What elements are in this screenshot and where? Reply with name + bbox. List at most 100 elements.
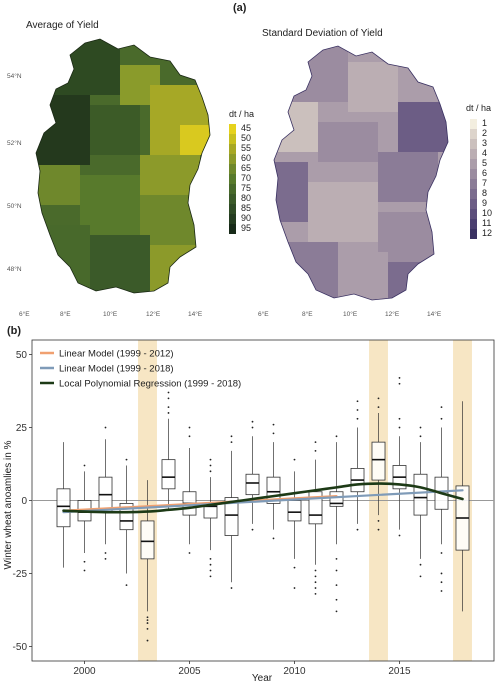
outlier-point [209,557,212,560]
chart-legend: Linear Model (1999 - 2012) Linear Model (… [40,349,241,390]
outlier-point [167,406,170,409]
legend-swatch [470,169,477,179]
sd-lon-tick-10: 10°E [343,311,358,318]
legend-label: 95 [241,223,252,233]
legend-swatch [470,139,477,149]
lon-tick-8: 8°E [60,311,71,318]
legend-label: 55 [241,143,252,153]
map-yield-average-regions [36,39,210,293]
outlier-point [398,426,401,429]
box-2008 [245,473,260,496]
outlier-point [419,563,422,566]
map-yield-sd-regions [274,46,448,300]
outlier-point [440,417,443,420]
map-yield-sd-title: Standard Deviation of Yield [262,28,383,39]
map-yield-average-title: Average of Yield [26,20,99,31]
legend-swatch [229,124,236,134]
outlier-point [104,557,107,560]
legend-label-0: Linear Model (1999 - 2012) [59,349,174,360]
outlier-point [293,566,296,569]
outlier-point [419,575,422,578]
outlier-point [377,406,380,409]
outlier-point [440,552,443,554]
outlier-point [419,426,422,429]
outlier-point [314,587,317,589]
outlier-point [146,619,149,622]
outlier-point [83,560,86,563]
outlier-point [398,417,401,420]
map-yield-average [35,38,211,294]
legend-label: 45 [241,123,252,133]
outlier-point [314,592,317,595]
legend-swatch [470,199,477,209]
legend-swatch [229,204,236,214]
outlier-point [146,628,149,630]
legend-label: 7 [482,178,488,188]
box-2004 [161,459,176,490]
legend-swatch [470,149,477,159]
panel-a-label: (a) [233,2,247,14]
outlier-point [314,575,317,578]
outlier-point [272,423,275,426]
outlier-point [188,552,191,554]
legend-label: 12 [482,228,493,238]
outlier-point [335,435,338,438]
legend-swatch [229,164,236,174]
legend-swatch [470,229,477,239]
outlier-point [335,569,338,572]
outlier-point [209,470,212,473]
legend-label-2: Local Polynomial Regression (1999 - 2018… [59,379,241,390]
lon-tick-12: 12°E [146,311,161,318]
legend-label: 80 [241,193,252,203]
outlier-point [209,575,212,578]
outlier-point [83,464,86,467]
map-yield-average-legend-title: dt / ha [229,109,255,119]
outlier-point [83,569,86,572]
trend-lines [62,482,464,514]
legend-label: 50 [241,133,252,143]
lat-tick-50: 50°N [7,203,22,210]
lat-tick-54: 54°N [7,73,22,80]
legend-swatch [470,119,477,129]
outlier-point [125,458,128,461]
outlier-point [230,441,233,444]
x-axis-label: Year [252,673,273,684]
outlier-point [167,412,170,414]
outlier-point [440,572,443,575]
outlier-point [209,464,212,467]
outlier-point [377,397,380,400]
box-2014 [371,441,386,481]
boxplot-chart: -50 -25 0 25 50 2000 2005 2010 2015 Linear Model… [3,339,495,684]
x-tick-label: 2015 [388,666,411,677]
legend-swatch [470,159,477,169]
outlier-point [251,420,254,423]
legend-swatch [229,194,236,204]
outlier-point [146,639,149,642]
sd-lon-tick-6: 6°E [258,311,269,318]
outlier-point [209,569,212,572]
outlier-point [209,458,212,461]
legend-label: 3 [482,138,488,148]
legend-label: 9 [482,198,488,208]
map-yield-sd [273,45,449,301]
legend-label: 65 [241,163,252,173]
outlier-point [314,581,317,584]
y-tick-label: 50 [16,350,28,361]
outlier-point [293,458,296,461]
outlier-point [377,520,380,522]
legend-label: 10 [482,208,493,218]
x-tick-label: 2010 [283,666,306,677]
legend-label: 8 [482,188,488,198]
legend-swatch [470,189,477,199]
x-tick-label: 2005 [178,666,201,677]
map-yield-sd-legend-title: dt / ha [466,103,492,113]
x-tick-label: 2000 [73,666,96,677]
legend-swatch [470,179,477,189]
outlier-point [314,449,317,452]
legend-label: 5 [482,158,488,168]
legend-label: 75 [241,183,252,193]
legend-label: 1 [482,118,488,128]
lat-tick-48: 48°N [7,266,22,273]
box-2003 [140,520,155,560]
outlier-point [146,622,149,624]
